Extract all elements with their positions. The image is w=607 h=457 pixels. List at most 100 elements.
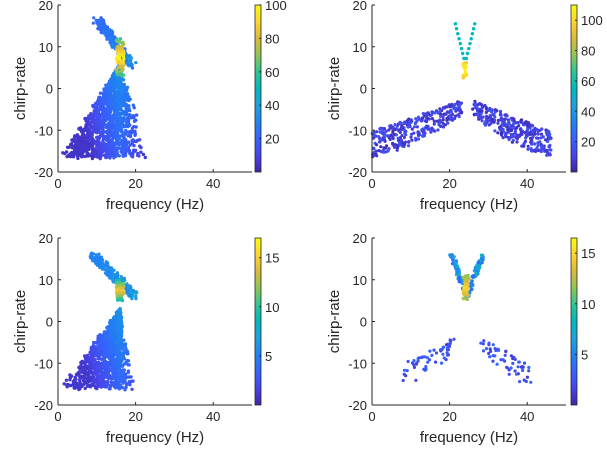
scatter-point: [516, 365, 520, 369]
scatter-point: [474, 271, 479, 276]
y-tick-label: -10: [34, 356, 53, 371]
scatter-point: [503, 117, 507, 121]
y-axis-label: chirp-rate: [12, 57, 29, 120]
scatter-point: [372, 136, 376, 140]
scatter-point: [100, 267, 105, 271]
scatter-point: [511, 356, 515, 361]
scatter-point: [84, 123, 88, 127]
scatter-point: [424, 365, 428, 369]
scatter-point: [399, 126, 403, 130]
colorbar-gradient: [254, 4, 262, 173]
scatter-point: [455, 270, 459, 274]
scatter-point: [109, 107, 113, 111]
scatter-point: [95, 135, 99, 140]
scatter-point: [89, 126, 94, 130]
scatter-point: [106, 144, 110, 148]
scatter-point: [120, 116, 125, 121]
scatter-point: [72, 139, 76, 143]
scatter-point: [117, 97, 121, 101]
scatter-point: [94, 110, 98, 114]
scatter-point: [127, 149, 132, 153]
scatter-point: [115, 56, 119, 60]
scatter-point: [115, 152, 120, 156]
scatter-point: [461, 76, 466, 80]
scatter-point: [117, 61, 121, 65]
scatter-point: [481, 342, 485, 346]
scatter-point: [116, 80, 121, 84]
colorbar-gradient: [254, 237, 262, 406]
scatter-point: [108, 118, 112, 122]
scatter-point: [540, 144, 545, 148]
scatter-point: [102, 87, 106, 91]
scatter-point: [468, 41, 472, 46]
scatter-point: [108, 322, 113, 326]
scatter-point: [102, 143, 107, 148]
scatter-point: [133, 291, 137, 295]
scatter-point: [120, 65, 124, 69]
scatter-point: [125, 108, 129, 112]
y-tick-label: 20: [353, 0, 367, 13]
scatter-point: [134, 297, 138, 301]
scatter-point: [402, 368, 407, 372]
scatter-point: [371, 147, 376, 151]
scatter-point: [106, 36, 110, 40]
scatter-point: [122, 338, 126, 342]
scatter-point: [102, 29, 106, 33]
scatter-point: [487, 351, 491, 355]
scatter-point: [95, 117, 100, 121]
scatter-point: [434, 360, 438, 364]
scatter-point: [491, 359, 495, 363]
scatter-point: [104, 331, 108, 335]
scatter-point: [107, 28, 111, 32]
scatter-point: [495, 362, 499, 366]
scatter-point: [529, 380, 533, 384]
scatter-point: [522, 361, 527, 365]
scatter-point: [95, 374, 100, 378]
scatter-point: [64, 378, 69, 382]
scatter-point: [432, 119, 436, 123]
scatter-point: [77, 387, 81, 392]
scatter-point: [111, 269, 115, 274]
scatter-point: [422, 128, 426, 132]
scatter-point: [458, 41, 462, 46]
scatter-point: [546, 139, 550, 144]
scatter-point: [395, 146, 400, 150]
scatter-point: [78, 126, 83, 130]
scatter-point: [445, 351, 449, 355]
scatter-point: [101, 339, 105, 343]
scatter-point: [95, 258, 99, 262]
scatter-point: [81, 360, 86, 365]
scatter-point: [90, 251, 94, 255]
scatter-point: [120, 48, 124, 53]
scatter-point: [504, 131, 508, 135]
scatter-point: [509, 354, 513, 358]
scatter-point: [77, 153, 81, 157]
colorbar-tick-label: 10: [581, 297, 595, 312]
scatter-point: [479, 341, 483, 345]
scatter-point: [112, 73, 116, 77]
scatter-point: [479, 102, 483, 107]
scatter-point: [509, 128, 514, 133]
scatter-point: [503, 113, 507, 117]
scatter-point: [106, 124, 110, 128]
scatter-point: [123, 137, 128, 142]
scatter-point: [87, 359, 91, 363]
scatter-point: [122, 134, 126, 138]
scatter-point: [412, 359, 416, 363]
scatter-point: [548, 153, 552, 157]
scatter-point: [533, 126, 537, 130]
scatter-point: [476, 260, 481, 265]
scatter-point: [409, 132, 414, 136]
scatter-point: [96, 128, 100, 132]
scatter-point: [105, 152, 110, 156]
scatter-point: [105, 381, 109, 386]
scatter-point: [387, 147, 391, 151]
scatter-point: [465, 51, 470, 56]
scatter-point: [513, 369, 517, 373]
scatter-point: [115, 346, 119, 350]
scatter-point: [117, 100, 121, 105]
scatter-point: [514, 372, 519, 376]
scatter-point: [522, 378, 526, 382]
scatter-point: [108, 387, 112, 391]
scatter-point: [518, 380, 522, 384]
